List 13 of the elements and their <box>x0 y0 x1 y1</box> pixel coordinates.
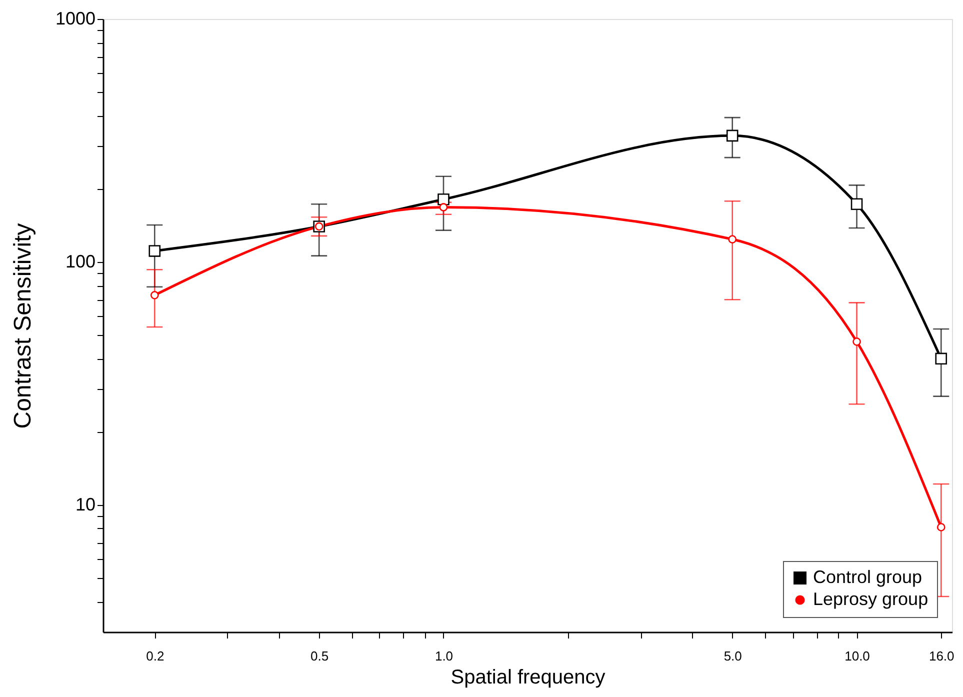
x-axis-title: Spatial frequency <box>450 666 606 688</box>
y-tick-label: 100 <box>65 251 96 272</box>
y-axis-title: Contrast Sensitivity <box>9 223 36 429</box>
x-tick-label: 1.0 <box>434 648 454 664</box>
x-tick-label: 0.5 <box>310 648 329 664</box>
legend-label: Control group <box>813 567 922 587</box>
legend-label: Leprosy group <box>813 589 928 609</box>
x-tick-label: 16.0 <box>928 648 954 664</box>
y-tick-label: 10 <box>75 494 96 514</box>
y-tick-label: 1000 <box>55 8 96 28</box>
x-tick-label: 0.2 <box>146 648 164 664</box>
x-tick-label: 10.0 <box>844 648 870 664</box>
x-tick-label: 5.0 <box>724 648 742 664</box>
